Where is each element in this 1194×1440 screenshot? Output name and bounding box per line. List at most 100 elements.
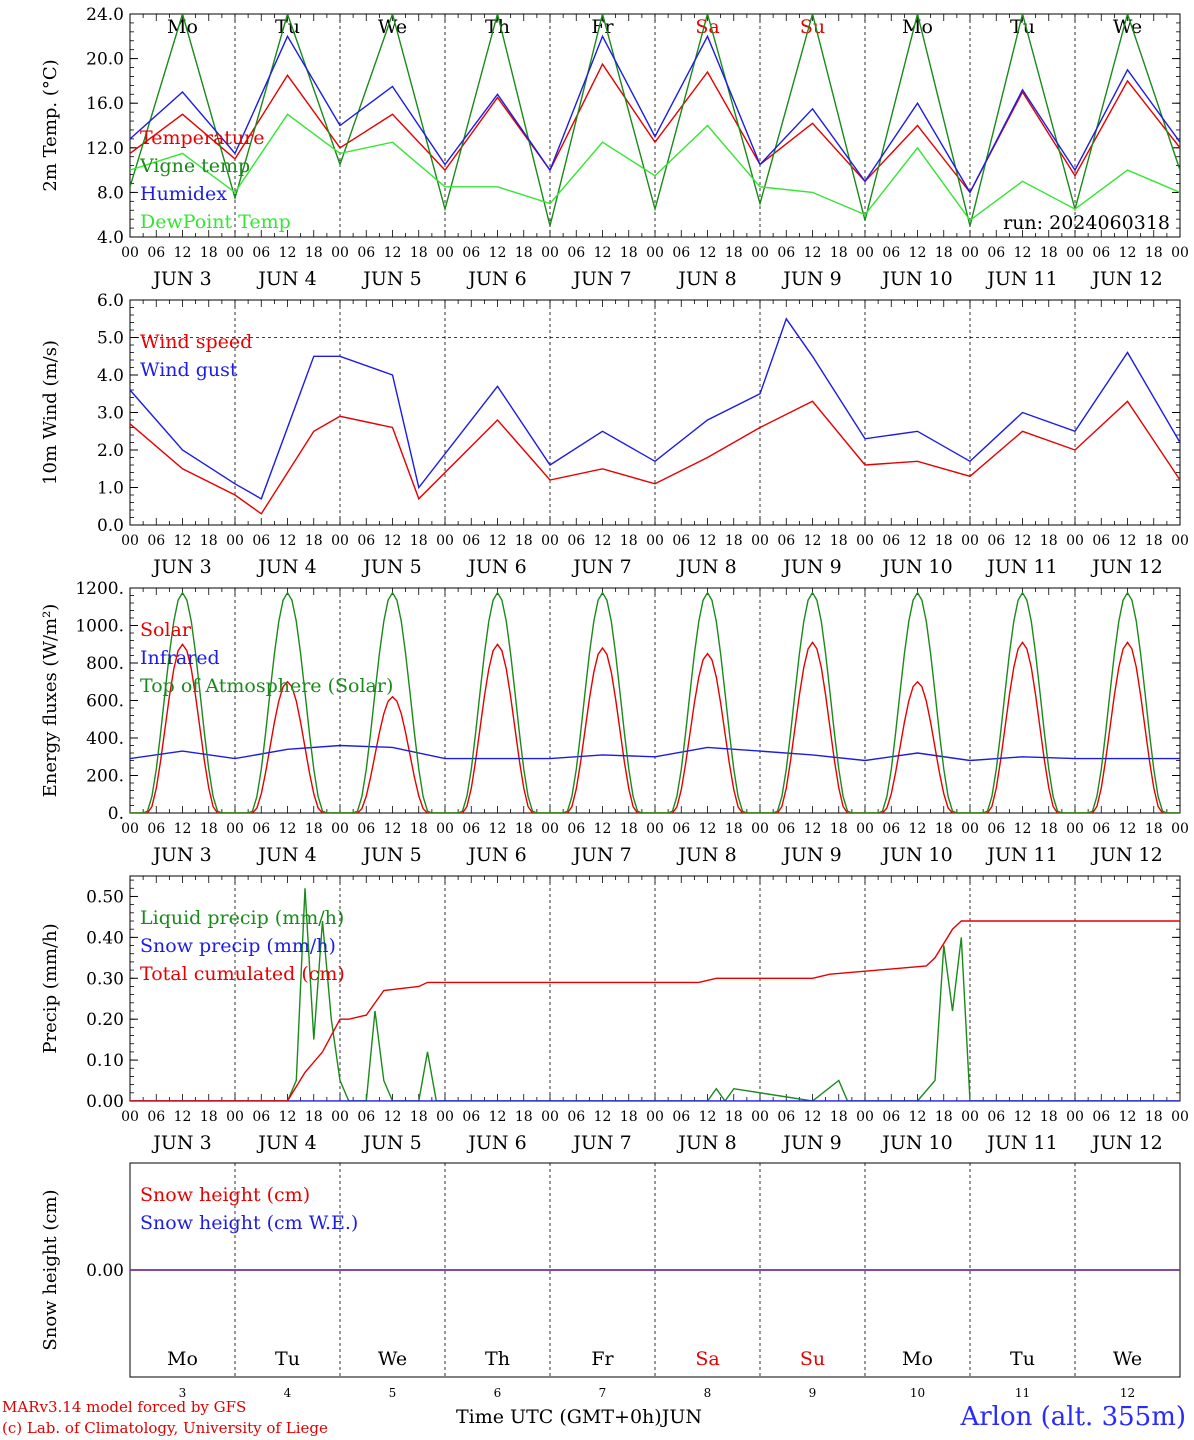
hour-label: 00 [121, 1109, 139, 1125]
hour-label: 12 [489, 533, 507, 549]
y-tick-label: 0. [108, 804, 124, 824]
hour-label: 06 [1092, 245, 1110, 261]
bottom-day-name: Tu [275, 1348, 300, 1370]
hour-label: 06 [1092, 1109, 1110, 1125]
date-label: JUN 11 [985, 268, 1057, 290]
legend-entry: Humidex [140, 183, 227, 205]
hour-label: 18 [200, 533, 218, 549]
hour-label: 12 [594, 245, 612, 261]
hour-label: 00 [751, 245, 769, 261]
hour-label: 12 [279, 533, 297, 549]
date-label: JUN 4 [256, 844, 316, 866]
series-group [130, 14, 1180, 226]
day-name-label: Fr [591, 16, 614, 38]
panel-temperature: 4.0 8.0 12.0 16.0 20.0 24.0 2m Temp. (°C) 00 06 1… [40, 5, 1189, 290]
panel-energy: 0. 200. 400. 600. 800. 1000. 1200. Energy fluxe… [40, 579, 1189, 866]
hour-label: 18 [620, 821, 638, 837]
hour-label: 12 [279, 821, 297, 837]
bottom-day-name: Sa [695, 1348, 719, 1370]
hour-label: 00 [226, 1109, 244, 1125]
hour-label: 06 [882, 245, 900, 261]
hour-label: 12 [279, 245, 297, 261]
series-line-top-of-atmosphere-solar- [130, 591, 1180, 813]
hour-label: 12 [1119, 245, 1137, 261]
panel-frame [129, 587, 1181, 814]
date-label: JUN 4 [256, 268, 316, 290]
date-label: JUN 9 [781, 1132, 841, 1154]
hour-label: 12 [174, 821, 192, 837]
hour-label: 12 [594, 821, 612, 837]
bottom-day-name: Tu [1010, 1348, 1035, 1370]
date-label: JUN 10 [880, 268, 952, 290]
hour-label: 00 [436, 1109, 454, 1125]
date-label: JUN 7 [571, 844, 631, 866]
hour-label: 06 [1092, 821, 1110, 837]
hour-label: 00 [961, 533, 979, 549]
hour-label: 12 [909, 1109, 927, 1125]
y-tick-label: 24.0 [86, 5, 124, 25]
hour-label: 18 [935, 533, 953, 549]
date-label: JUN 3 [151, 268, 211, 290]
hour-label: 12 [174, 1109, 192, 1125]
y-tick-label: 2.0 [97, 441, 124, 461]
hour-label: 00 [436, 245, 454, 261]
hour-label: 00 [961, 245, 979, 261]
hour-label: 06 [987, 821, 1005, 837]
hour-label: 06 [462, 245, 480, 261]
bottom-day-name: Su [800, 1348, 825, 1370]
hour-label: 12 [279, 1109, 297, 1125]
hour-label: 12 [1119, 1109, 1137, 1125]
y-tick-label: 0.50 [86, 887, 124, 907]
run-label: run: 2024060318 [1003, 212, 1170, 234]
hour-label: 18 [1145, 245, 1163, 261]
date-label: JUN 7 [571, 268, 631, 290]
hour-label: 06 [252, 1109, 270, 1125]
hour-label: 18 [620, 533, 638, 549]
hour-label: 00 [856, 533, 874, 549]
hour-label: 06 [882, 533, 900, 549]
hour-label: 18 [620, 245, 638, 261]
hour-label: 18 [200, 1109, 218, 1125]
date-label: JUN 8 [676, 844, 736, 866]
legend-entry: Infrared [140, 647, 220, 669]
date-label: JUN 11 [985, 844, 1057, 866]
hour-label: 18 [830, 1109, 848, 1125]
date-label: JUN 11 [985, 1132, 1057, 1154]
y-tick-label: 600. [86, 692, 124, 712]
hour-label: 18 [1145, 821, 1163, 837]
hour-label: 12 [174, 533, 192, 549]
hour-label: 00 [226, 533, 244, 549]
hour-label: 06 [147, 1109, 165, 1125]
day-name-label: Th [485, 16, 510, 38]
day-name-label: We [1113, 16, 1142, 38]
y-tick-label: 4.0 [97, 228, 124, 248]
hour-label: 00 [646, 1109, 664, 1125]
panel-snow: 0.00 Snow height (cm) Snow height (cm) Snow… [40, 1162, 1181, 1400]
hour-label: 00 [856, 821, 874, 837]
hour-label: 18 [200, 245, 218, 261]
hour-label: 18 [200, 821, 218, 837]
y-tick-label: 0.00 [86, 1092, 124, 1112]
hour-label: 06 [987, 533, 1005, 549]
bottom-day-name: Mo [902, 1348, 933, 1370]
y-tick-label: 0.10 [86, 1051, 124, 1071]
hour-label: 06 [882, 821, 900, 837]
hour-label: 12 [804, 533, 822, 549]
bottom-day-number: 7 [599, 1386, 607, 1400]
hour-label: 18 [830, 821, 848, 837]
hour-label: 12 [384, 821, 402, 837]
hour-label: 12 [594, 1109, 612, 1125]
day-name-label: Mo [167, 16, 198, 38]
hour-label: 00 [331, 533, 349, 549]
hour-label: 00 [961, 821, 979, 837]
hour-label: 00 [436, 533, 454, 549]
day-name-label: We [378, 16, 407, 38]
hour-label: 12 [489, 1109, 507, 1125]
date-label: JUN 12 [1090, 1132, 1162, 1154]
hour-label: 12 [1119, 821, 1137, 837]
date-label: JUN 10 [880, 556, 952, 578]
hour-label: 12 [1014, 1109, 1032, 1125]
date-label: JUN 9 [781, 268, 841, 290]
y-tick-label: 0.20 [86, 1010, 124, 1030]
hour-label: 00 [121, 533, 139, 549]
